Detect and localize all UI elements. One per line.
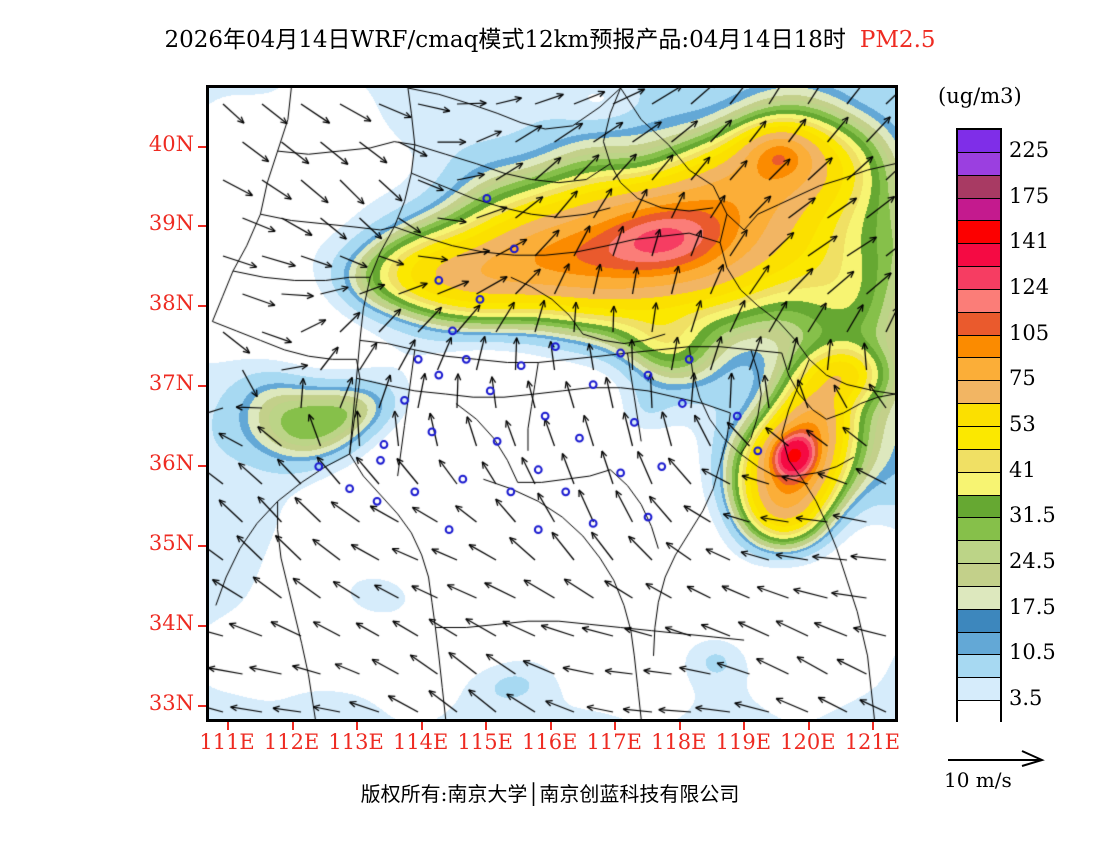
colorbar-band-16 — [958, 495, 1000, 519]
lon-tick-label-121E: 121E — [844, 730, 901, 754]
lat-tick-mark — [198, 305, 206, 308]
lat-tick-mark — [198, 465, 206, 467]
lat-tick-mark — [198, 385, 206, 388]
lat-tick-label-37N: 37N — [148, 371, 194, 396]
wind-scale-legend: 10 m/s — [944, 748, 1084, 792]
title-main-text: 2026年04月14日WRF/cmaq模式12km预报产品:04月14日18时 — [164, 27, 846, 53]
colorbar-label-75: 75 — [1009, 366, 1036, 391]
lon-tick-mark — [807, 722, 810, 730]
lon-tick-mark — [872, 722, 875, 730]
colorbar-band-11 — [958, 381, 1000, 405]
colorbar-band-7 — [958, 289, 1000, 313]
lon-tick-mark — [549, 722, 552, 730]
lon-tick-label-120E: 120E — [780, 730, 836, 754]
lon-tick-label-111E: 111E — [199, 730, 255, 754]
colorbar-band-0 — [958, 130, 1000, 153]
lon-tick-mark — [743, 722, 746, 730]
colorbar-label-3.5: 3.5 — [1009, 686, 1043, 711]
lon-tick-label-118E: 118E — [651, 730, 707, 754]
lon-tick-mark — [420, 722, 423, 730]
colorbar-band-24 — [958, 678, 1000, 702]
colorbar-band-20 — [958, 586, 1000, 610]
lon-tick-mark — [291, 722, 294, 730]
colorbar-label-225: 225 — [1009, 137, 1050, 162]
arrow-right-icon — [948, 750, 1045, 767]
lon-tick-label-116E: 116E — [522, 730, 578, 754]
lat-tick-label-39N: 39N — [148, 211, 194, 236]
lat-tick-label-33N: 33N — [148, 690, 194, 715]
colorbar-band-13 — [958, 426, 1000, 450]
colorbar-label-53: 53 — [1009, 412, 1036, 436]
colorbar-band-5 — [958, 244, 1000, 268]
lon-tick-label-119E: 119E — [715, 730, 772, 754]
colorbar-label-141: 141 — [1009, 229, 1050, 254]
colorbar-band-1 — [958, 152, 1000, 176]
colorbar-label-175: 175 — [1009, 183, 1050, 208]
colorbar[interactable] — [956, 128, 1002, 724]
colorbar-units-label: (ug/m3) — [938, 84, 1022, 108]
footer: 版权所有:南京大学│南京创蓝科技有限公司 — [0, 778, 1100, 807]
lat-tick-label-36N: 36N — [148, 451, 194, 475]
colorbar-band-25 — [958, 701, 1000, 724]
wind-scale-label: 10 m/s — [944, 768, 1012, 792]
colorbar-band-2 — [958, 175, 1000, 199]
lon-tick-label-114E: 114E — [392, 730, 449, 754]
lat-tick-label-38N: 38N — [148, 291, 194, 316]
colorbar-label-24.5: 24.5 — [1009, 549, 1056, 574]
page-title: 2026年04月14日WRF/cmaq模式12km预报产品:04月14日18时 P… — [0, 20, 1100, 54]
lon-tick-label-112E: 112E — [263, 730, 320, 754]
colorbar-band-21 — [958, 609, 1000, 633]
lon-tick-label-115E: 115E — [457, 730, 513, 754]
forecast-map[interactable] — [206, 85, 898, 722]
colorbar-band-17 — [958, 518, 1000, 542]
lat-tick-label-34N: 34N — [148, 610, 194, 635]
lat-tick-label-35N: 35N — [148, 530, 194, 555]
colorbar-band-14 — [958, 449, 1000, 473]
colorbar-band-18 — [958, 541, 1000, 565]
colorbar-band-19 — [958, 564, 1000, 587]
lat-tick-mark — [198, 704, 206, 707]
colorbar-band-9 — [958, 335, 1000, 359]
copyright-text: 版权所有:南京大学│南京创蓝科技有限公司 — [360, 782, 740, 806]
colorbar-label-10.5: 10.5 — [1009, 640, 1056, 665]
colorbar-band-3 — [958, 198, 1000, 222]
lat-tick-mark — [198, 145, 206, 148]
colorbar-label-124: 124 — [1009, 274, 1050, 299]
lat-tick-mark — [198, 225, 206, 228]
colorbar-band-12 — [958, 404, 1000, 427]
lon-tick-mark — [356, 722, 359, 730]
colorbar-label-17.5: 17.5 — [1009, 594, 1056, 619]
colorbar-label-105: 105 — [1009, 320, 1050, 345]
title-species-label: PM2.5 — [859, 27, 936, 53]
map-raster-canvas — [209, 88, 895, 719]
colorbar-label-41: 41 — [1009, 457, 1036, 482]
colorbar-band-6 — [958, 267, 1000, 290]
lon-tick-mark — [678, 722, 681, 730]
colorbar-band-10 — [958, 358, 1000, 382]
colorbar-band-23 — [958, 655, 1000, 679]
lon-tick-mark — [485, 722, 488, 730]
lat-tick-mark — [198, 544, 206, 547]
lon-tick-label-117E: 117E — [586, 730, 642, 754]
colorbar-band-4 — [958, 221, 1000, 245]
colorbar-band-22 — [958, 632, 1000, 656]
colorbar-band-15 — [958, 472, 1000, 496]
lat-tick-label-40N: 40N — [148, 131, 194, 156]
lat-tick-mark — [198, 624, 206, 627]
colorbar-label-31.5: 31.5 — [1009, 503, 1056, 528]
lon-tick-label-113E: 113E — [328, 730, 384, 754]
lon-tick-mark — [227, 722, 230, 730]
lon-tick-mark — [614, 722, 617, 730]
colorbar-band-8 — [958, 312, 1000, 336]
